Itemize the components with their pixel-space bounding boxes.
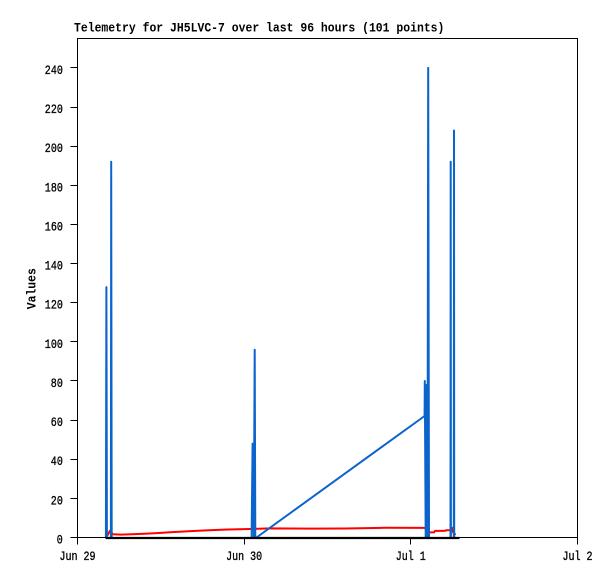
- svg-text:Jun 29: Jun 29: [59, 550, 95, 565]
- svg-text:140: 140: [45, 260, 63, 275]
- svg-text:240: 240: [45, 64, 63, 79]
- svg-text:100: 100: [45, 338, 63, 353]
- svg-text:200: 200: [45, 142, 63, 157]
- svg-text:20: 20: [51, 494, 63, 509]
- svg-text:40: 40: [51, 455, 63, 470]
- svg-text:Values: Values: [25, 268, 40, 309]
- svg-text:Telemetry for JH5LVC-7 over la: Telemetry for JH5LVC-7 over last 96 hour…: [74, 21, 444, 36]
- svg-text:Jul 2: Jul 2: [562, 550, 592, 565]
- svg-text:Jul 1: Jul 1: [396, 550, 426, 565]
- svg-text:180: 180: [45, 181, 63, 196]
- svg-text:160: 160: [45, 220, 63, 235]
- svg-text:Jun 30: Jun 30: [226, 550, 262, 565]
- svg-text:0: 0: [57, 533, 63, 548]
- svg-text:120: 120: [45, 299, 63, 314]
- svg-text:80: 80: [51, 377, 63, 392]
- svg-text:220: 220: [45, 103, 63, 118]
- svg-text:60: 60: [51, 416, 63, 431]
